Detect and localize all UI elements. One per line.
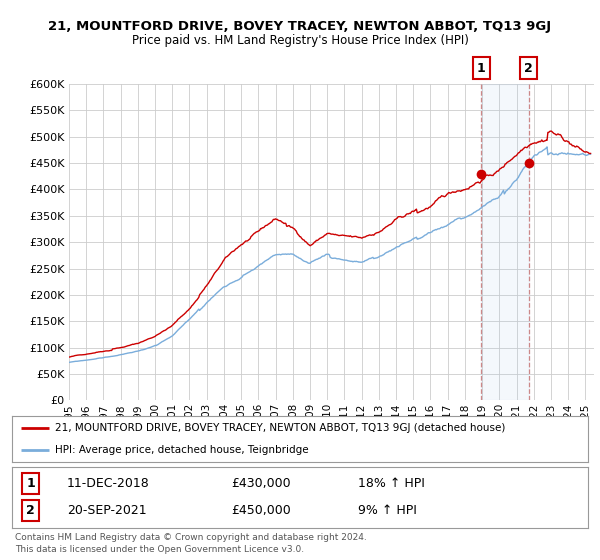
Text: 21, MOUNTFORD DRIVE, BOVEY TRACEY, NEWTON ABBOT, TQ13 9GJ (detached house): 21, MOUNTFORD DRIVE, BOVEY TRACEY, NEWTO… (55, 423, 506, 433)
Text: £430,000: £430,000 (231, 478, 290, 491)
Text: 2: 2 (524, 62, 533, 74)
Bar (481, 84, 529, 400)
Text: 21, MOUNTFORD DRIVE, BOVEY TRACEY, NEWTON ABBOT, TQ13 9GJ: 21, MOUNTFORD DRIVE, BOVEY TRACEY, NEWTO… (49, 20, 551, 32)
Text: Contains HM Land Registry data © Crown copyright and database right 2024.
This d: Contains HM Land Registry data © Crown c… (15, 533, 367, 554)
Text: 2: 2 (26, 504, 35, 517)
Text: 20-SEP-2021: 20-SEP-2021 (67, 504, 146, 517)
Text: £450,000: £450,000 (231, 504, 290, 517)
Text: 18% ↑ HPI: 18% ↑ HPI (358, 478, 424, 491)
Text: 1: 1 (477, 62, 486, 74)
Text: HPI: Average price, detached house, Teignbridge: HPI: Average price, detached house, Teig… (55, 445, 309, 455)
Text: 11-DEC-2018: 11-DEC-2018 (67, 478, 149, 491)
Text: Price paid vs. HM Land Registry's House Price Index (HPI): Price paid vs. HM Land Registry's House … (131, 34, 469, 46)
Text: 9% ↑ HPI: 9% ↑ HPI (358, 504, 416, 517)
Text: 1: 1 (26, 478, 35, 491)
